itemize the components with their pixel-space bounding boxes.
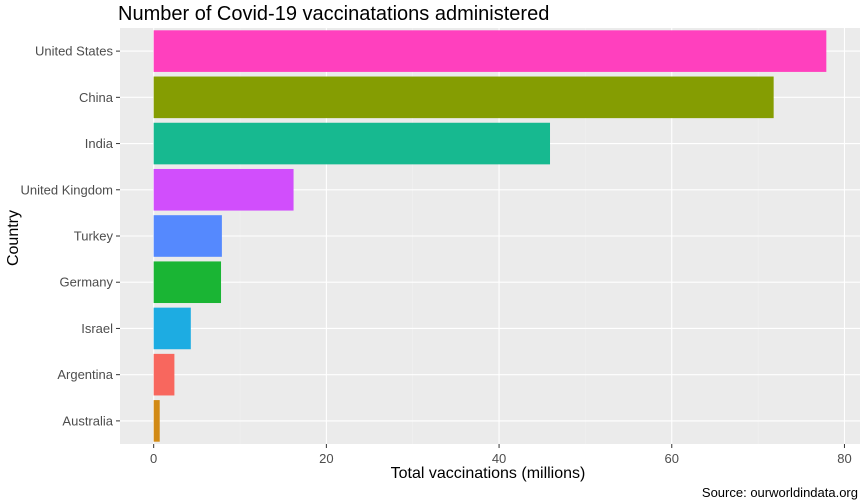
x-axis-title: Total vaccinations (millions)	[391, 465, 586, 482]
bar	[153, 400, 160, 442]
bar	[153, 168, 294, 211]
bar	[153, 307, 191, 350]
bar	[153, 122, 551, 165]
y-tick-label: United Kingdom	[21, 182, 114, 197]
bar	[153, 215, 222, 257]
y-tick-label: China	[79, 90, 114, 105]
x-tick-label: 80	[837, 451, 851, 466]
x-tick-label: 20	[319, 451, 333, 466]
y-axis: United States China India United Kingdom Tur…	[21, 44, 120, 428]
bar	[153, 76, 774, 119]
x-tick-label: 40	[492, 451, 506, 466]
y-tick-label: Australia	[62, 413, 113, 428]
bar	[153, 30, 827, 72]
y-tick-label: United States	[35, 44, 114, 59]
x-tick-label: 0	[150, 451, 157, 466]
bar	[153, 261, 222, 304]
x-tick-label: 60	[665, 451, 679, 466]
y-tick-label: Germany	[60, 275, 114, 290]
chart-title: Number of Covid-19 vaccinatations admini…	[118, 3, 549, 25]
bars	[153, 30, 827, 442]
source-caption: Source: ourworldindata.org	[702, 485, 858, 500]
y-tick-label: Argentina	[57, 367, 113, 382]
bar	[153, 353, 175, 396]
x-axis: 0 20 40 60 80	[150, 444, 852, 466]
y-axis-title: Country	[5, 210, 22, 266]
y-tick-label: Turkey	[74, 229, 114, 244]
y-tick-label: India	[85, 136, 114, 151]
y-tick-label: Israel	[81, 321, 113, 336]
